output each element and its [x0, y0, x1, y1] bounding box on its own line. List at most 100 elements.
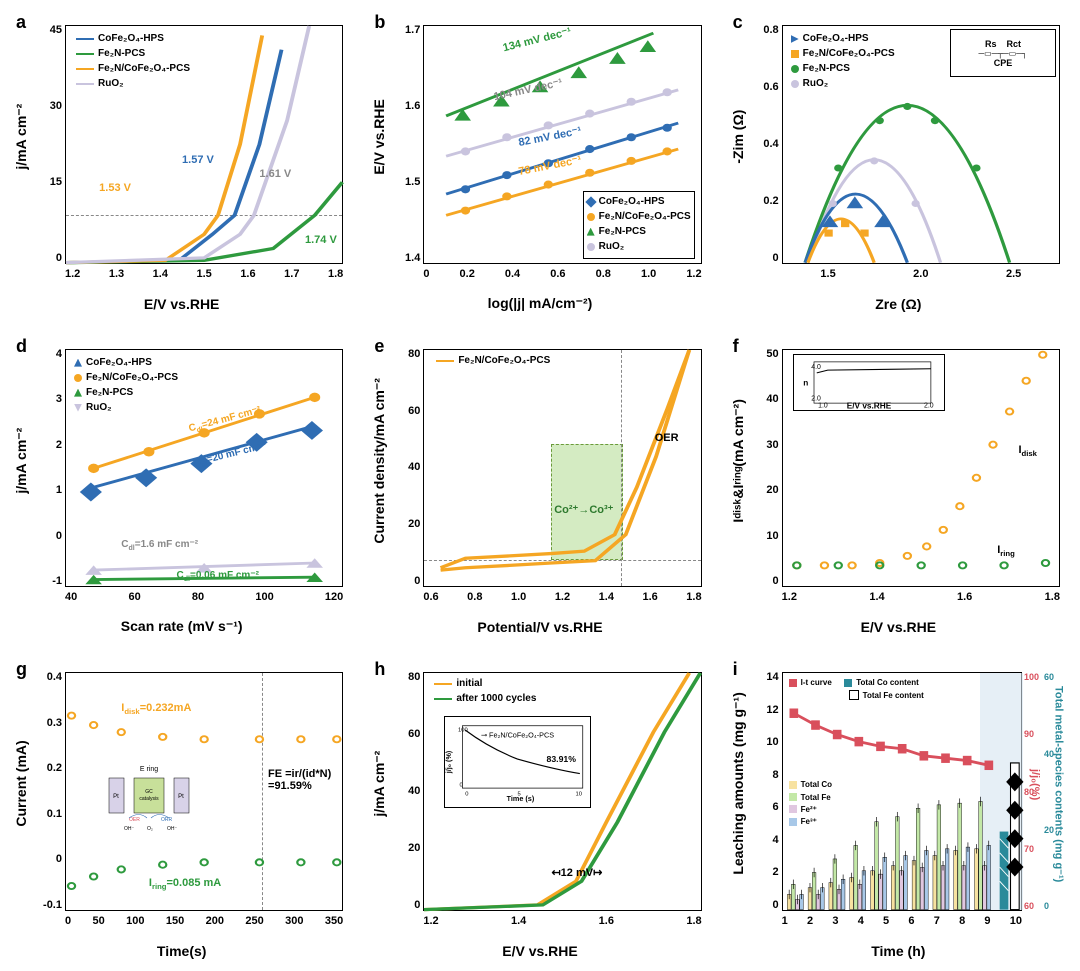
svg-text:0: 0 — [459, 783, 462, 789]
svg-text:catalysis: catalysis — [140, 796, 160, 802]
ann-iring: Iring — [997, 544, 1015, 558]
panel-a-legend: CoFe₂O₄-HPS Fe₂N-PCS Fe₂N/CoFe₂O₄-PCS Ru… — [74, 30, 192, 94]
svg-text:OER: OER — [129, 817, 140, 823]
svg-text:⊸ Fe₂N/CoFe₂O₄-PCS: ⊸ Fe₂N/CoFe₂O₄-PCS — [481, 730, 554, 739]
panel-e-yticks: 020406080 — [390, 349, 420, 588]
svg-text:n: n — [803, 378, 808, 387]
panel-d-xticks: 406080100120 — [65, 592, 343, 603]
panel-f-label: f — [733, 336, 739, 357]
ann-157: 1.57 V — [182, 154, 214, 166]
panel-i-yticks-r1: 60708090100 — [1024, 672, 1040, 911]
panel-b-legend: CoFe₂O₄-HPS Fe₂N/CoFe₂O₄-PCS Fe₂N-PCS Ru… — [583, 191, 695, 259]
cdl-1.6: Cdl=1.6 mF cm⁻² — [121, 539, 198, 552]
panel-h-legend: initial after 1000 cycles — [432, 675, 538, 709]
panel-b-xticks: 00.20.40.60.81.01.2 — [423, 269, 701, 280]
panel-h-axes: initial after 1000 cycles ↤12 mV↦ 83.91%… — [423, 672, 701, 911]
panel-g-xlabel: Time(s) — [10, 943, 353, 959]
panel-d-yticks: -101234 — [32, 349, 62, 588]
panel-e-xlabel: Potential/V vs.RHE — [368, 619, 711, 635]
svg-text:ORR: ORR — [161, 817, 173, 823]
panel-i-yticks-r2: 0204060 — [1044, 672, 1058, 911]
panel-c: c CoFe₂O₄-HPS Fe₂N/CoFe₂O₄-PCS Fe₂N-PCS … — [727, 10, 1070, 314]
panel-e-xticks: 0.60.81.01.21.41.61.8 — [423, 592, 701, 603]
svg-text:E ring: E ring — [140, 766, 158, 773]
panel-d-legend: CoFe₂O₄-HPS Fe₂N/CoFe₂O₄-PCS Fe₂N-PCS Ru… — [72, 354, 180, 418]
panel-b: b 134 mV dec⁻¹ 104 mV dec⁻¹ 82 mV dec⁻¹ … — [368, 10, 711, 314]
svg-text:O₂: O₂ — [147, 826, 153, 832]
panel-f-yticks: 01020304050 — [749, 349, 779, 588]
panel-d-xlabel: Scan rate (mV s⁻¹) — [10, 618, 353, 635]
panel-c-circuit: RsRct ─▭─┬─▭─┐ CPE — [950, 29, 1056, 77]
svg-text:10: 10 — [575, 791, 581, 797]
figure-grid: a CoFe₂O₄-HPS Fe₂N-PCS Fe₂N/CoFe₂O₄-PCS … — [10, 10, 1070, 961]
panel-a-yticks: 0153045 — [32, 25, 62, 264]
svg-text:2.0: 2.0 — [924, 402, 934, 409]
panel-c-legend: CoFe₂O₄-HPS Fe₂N/CoFe₂O₄-PCS Fe₂N-PCS Ru… — [789, 30, 897, 94]
panel-g-xticks: 050100150200250300350 — [65, 916, 343, 927]
panel-e-axes: Fe₂N/CoFe₂O₄-PCS Co²⁺→Co³⁺ OER — [423, 349, 701, 588]
cdl-0.06: Cdl=0.06 mF cm⁻² — [177, 570, 259, 583]
svg-text:Pt: Pt — [113, 794, 119, 800]
svg-text:4.0: 4.0 — [811, 363, 821, 370]
panel-b-xlabel: log(|j| mA/cm⁻²) — [368, 295, 711, 312]
panel-c-xticks: 1.52.02.5 — [782, 269, 1060, 280]
panel-e-label: e — [374, 336, 384, 357]
panel-f: f E/V vs.RHE n — [727, 334, 1070, 638]
panel-c-label: c — [733, 12, 743, 33]
panel-f-axes: E/V vs.RHE n 1.02.0 4.02.0 Idisk Iring — [782, 349, 1060, 588]
panel-f-ylabel: Idisk&Iring (mA cm⁻²) — [729, 334, 747, 588]
panel-h-xlabel: E/V vs.RHE — [368, 943, 711, 959]
panel-i-label: i — [733, 659, 738, 680]
panel-g-ylabel: Current (mA) — [12, 657, 30, 911]
ann-161: 1.61 V — [259, 168, 291, 180]
panel-g-device: E ring Pt Pt GC catalysis OER ORR OH⁻O₂O… — [99, 763, 199, 833]
panel-f-xlabel: E/V vs.RHE — [727, 619, 1070, 635]
panel-f-xticks: 1.21.41.61.8 — [782, 592, 1060, 603]
panel-b-ylabel: E/V vs.RHE — [370, 10, 388, 264]
svg-text:0: 0 — [465, 791, 468, 797]
panel-g-label: g — [16, 659, 27, 680]
panel-g-yticks: -0.100.10.20.30.4 — [32, 672, 62, 911]
panel-a-ylabel: j/mA cm⁻² — [12, 10, 30, 264]
ann-g-fe: FE =ir/(id*N)=91.59% — [268, 768, 331, 792]
panel-a-xticks: 1.21.31.41.51.61.71.8 — [65, 269, 343, 280]
panel-c-ylabel: -Zim (Ω) — [729, 10, 747, 264]
ann-12mv: ↤12 mV↦ — [551, 866, 602, 879]
panel-c-axes: CoFe₂O₄-HPS Fe₂N/CoFe₂O₄-PCS Fe₂N-PCS Ru… — [782, 25, 1060, 264]
panel-c-xlabel: Zre (Ω) — [727, 296, 1070, 312]
svg-text:E/V vs.RHE: E/V vs.RHE — [846, 401, 891, 409]
ann-153: 1.53 V — [99, 182, 131, 194]
ann-g-idisk: Idisk=0.232mA — [121, 702, 191, 716]
panel-i-ylabel: Leaching amounts (mg g⁻¹) — [729, 657, 747, 911]
panel-i-axes: I-t curve Total Co content Total Fe cont… — [782, 672, 1022, 911]
svg-text:Pt: Pt — [178, 794, 184, 800]
panel-i-legend-top: I-t curve Total Co content Total Fe cont… — [787, 675, 926, 703]
panel-b-label: b — [374, 12, 385, 33]
panel-f-inset: E/V vs.RHE n 1.02.0 4.02.0 — [793, 354, 945, 411]
panel-b-axes: 134 mV dec⁻¹ 104 mV dec⁻¹ 82 mV dec⁻¹ 78… — [423, 25, 701, 264]
panel-e: e Fe₂N/CoFe₂O₄-PCS Co²⁺→Co³⁺ OER 0.60.81… — [368, 334, 711, 638]
panel-d: d CoFe₂O₄-HPS Fe₂N/CoFe₂O₄-PCS Fe₂N-PCS … — [10, 334, 353, 638]
panel-h-xticks: 1.21.41.61.8 — [423, 916, 701, 927]
ann-oer: OER — [655, 432, 679, 444]
panel-e-plot — [424, 350, 700, 587]
panel-i-yticks: 02468101214 — [749, 672, 779, 911]
panel-h-inset: 83.91% Time (s) j/j₀ (%) 0510 1000 ⊸ Fe₂… — [444, 716, 591, 808]
ann-174: 1.74 V — [305, 234, 337, 246]
panel-h-ylabel: j/mA cm⁻² — [370, 657, 388, 911]
panel-c-yticks: 00.20.40.60.8 — [749, 25, 779, 264]
svg-text:GC: GC — [145, 789, 153, 795]
panel-h: h initial after 1000 cycles ↤12 mV↦ 83.9… — [368, 657, 711, 961]
svg-text:OH⁻: OH⁻ — [167, 826, 178, 832]
panel-a-label: a — [16, 12, 26, 33]
panel-a-axes: CoFe₂O₄-HPS Fe₂N-PCS Fe₂N/CoFe₂O₄-PCS Ru… — [65, 25, 343, 264]
ann-co-ox: Co²⁺→Co³⁺ — [554, 503, 613, 516]
panel-g-axes: Idisk=0.232mA Iring=0.085 mA FE =ir/(id*… — [65, 672, 343, 911]
panel-h-yticks: 020406080 — [390, 672, 420, 911]
panel-e-legend: Fe₂N/CoFe₂O₄-PCS — [434, 352, 552, 371]
panel-i: i — [727, 657, 1070, 961]
panel-e-ylabel: Current density/mA cm⁻² — [370, 334, 388, 588]
panel-a: a CoFe₂O₄-HPS Fe₂N-PCS Fe₂N/CoFe₂O₄-PCS … — [10, 10, 353, 314]
ann-idisk: Idisk — [1018, 444, 1036, 458]
ann-g-iring: Iring=0.085 mA — [149, 877, 221, 891]
